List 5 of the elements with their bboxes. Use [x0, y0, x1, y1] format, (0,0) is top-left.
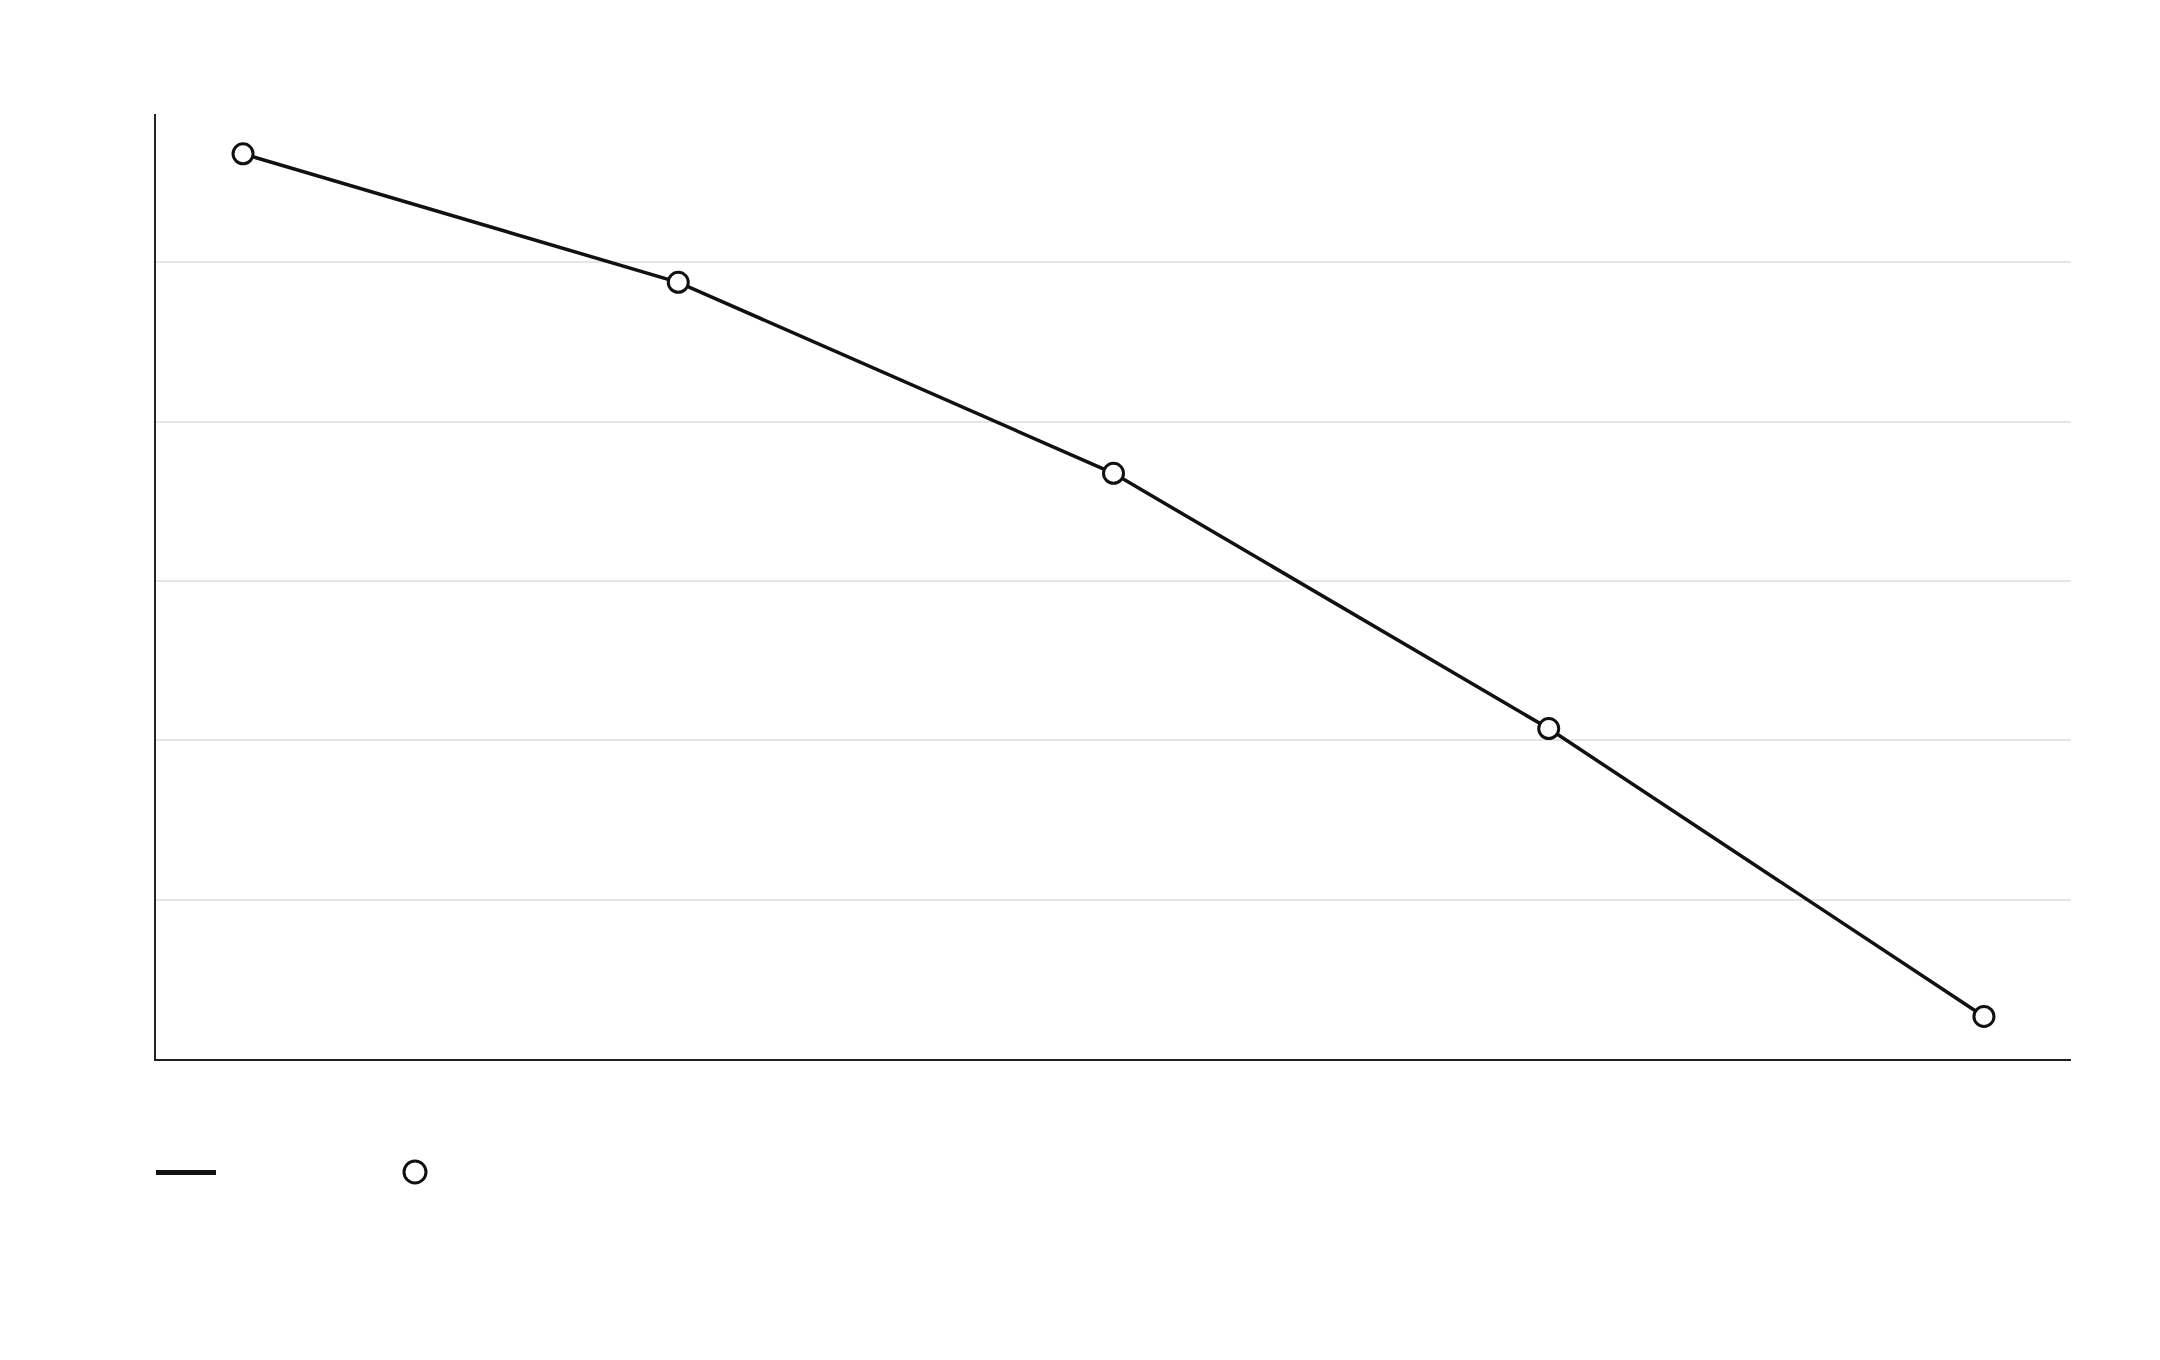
point: [1537, 717, 1561, 741]
point: [231, 142, 255, 166]
point: [1102, 461, 1125, 485]
point: [666, 270, 690, 294]
point: [1972, 1004, 1996, 1028]
